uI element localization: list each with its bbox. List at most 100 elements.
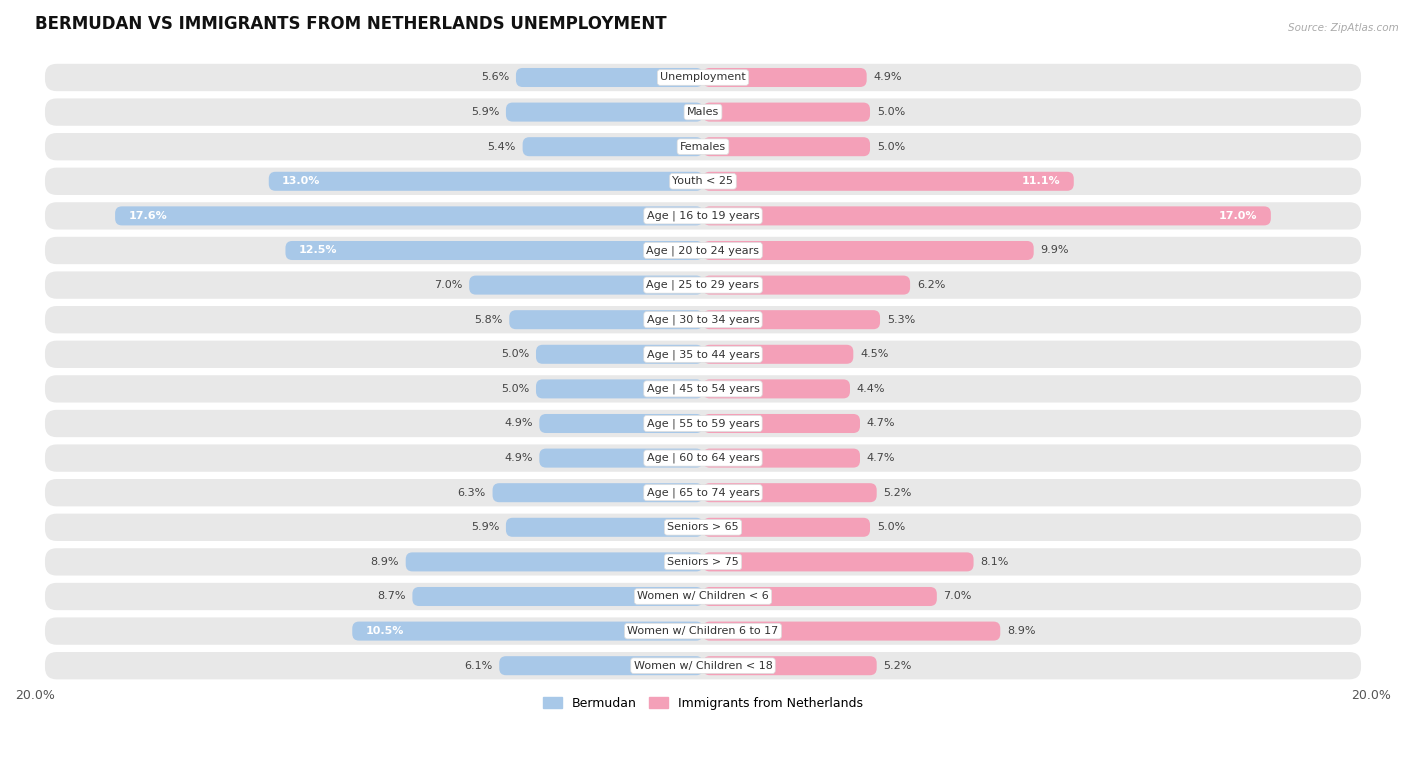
Text: 12.5%: 12.5% [299, 245, 337, 256]
Text: Seniors > 65: Seniors > 65 [668, 522, 738, 532]
Text: Females: Females [681, 142, 725, 151]
FancyBboxPatch shape [412, 587, 703, 606]
FancyBboxPatch shape [516, 68, 703, 87]
FancyBboxPatch shape [703, 656, 877, 675]
FancyBboxPatch shape [45, 341, 1361, 368]
Text: 7.0%: 7.0% [943, 591, 972, 602]
Text: Age | 30 to 34 years: Age | 30 to 34 years [647, 314, 759, 325]
Text: 4.7%: 4.7% [866, 453, 896, 463]
FancyBboxPatch shape [703, 379, 851, 398]
FancyBboxPatch shape [45, 202, 1361, 229]
FancyBboxPatch shape [703, 68, 866, 87]
FancyBboxPatch shape [45, 64, 1361, 91]
Text: 5.3%: 5.3% [887, 315, 915, 325]
Text: Source: ZipAtlas.com: Source: ZipAtlas.com [1288, 23, 1399, 33]
Text: 5.0%: 5.0% [877, 522, 905, 532]
FancyBboxPatch shape [45, 375, 1361, 403]
Text: Women w/ Children < 18: Women w/ Children < 18 [634, 661, 772, 671]
Text: Age | 35 to 44 years: Age | 35 to 44 years [647, 349, 759, 360]
Text: 5.9%: 5.9% [471, 522, 499, 532]
FancyBboxPatch shape [703, 414, 860, 433]
Text: 17.6%: 17.6% [128, 211, 167, 221]
Text: 4.7%: 4.7% [866, 419, 896, 428]
Text: 10.5%: 10.5% [366, 626, 404, 636]
Text: 4.9%: 4.9% [505, 419, 533, 428]
Text: Age | 60 to 64 years: Age | 60 to 64 years [647, 453, 759, 463]
FancyBboxPatch shape [45, 167, 1361, 195]
Text: 5.0%: 5.0% [501, 384, 529, 394]
Text: 8.7%: 8.7% [377, 591, 406, 602]
FancyBboxPatch shape [703, 207, 1271, 226]
Text: Unemployment: Unemployment [661, 73, 745, 83]
FancyBboxPatch shape [45, 583, 1361, 610]
FancyBboxPatch shape [703, 587, 936, 606]
FancyBboxPatch shape [523, 137, 703, 156]
FancyBboxPatch shape [45, 652, 1361, 679]
Legend: Bermudan, Immigrants from Netherlands: Bermudan, Immigrants from Netherlands [538, 692, 868, 715]
FancyBboxPatch shape [703, 344, 853, 364]
FancyBboxPatch shape [470, 276, 703, 294]
FancyBboxPatch shape [703, 553, 973, 572]
Text: 9.9%: 9.9% [1040, 245, 1069, 256]
FancyBboxPatch shape [45, 133, 1361, 160]
Text: 8.9%: 8.9% [1007, 626, 1035, 636]
Text: Males: Males [688, 107, 718, 117]
Text: 5.9%: 5.9% [471, 107, 499, 117]
FancyBboxPatch shape [269, 172, 703, 191]
Text: Age | 16 to 19 years: Age | 16 to 19 years [647, 210, 759, 221]
Text: 5.0%: 5.0% [501, 349, 529, 360]
FancyBboxPatch shape [45, 410, 1361, 437]
FancyBboxPatch shape [540, 414, 703, 433]
Text: 6.3%: 6.3% [457, 488, 486, 497]
FancyBboxPatch shape [703, 172, 1074, 191]
Text: 6.2%: 6.2% [917, 280, 945, 290]
FancyBboxPatch shape [45, 237, 1361, 264]
FancyBboxPatch shape [45, 548, 1361, 575]
FancyBboxPatch shape [540, 449, 703, 468]
Text: 8.9%: 8.9% [371, 557, 399, 567]
FancyBboxPatch shape [45, 514, 1361, 541]
FancyBboxPatch shape [45, 272, 1361, 299]
FancyBboxPatch shape [536, 379, 703, 398]
FancyBboxPatch shape [703, 483, 877, 502]
Text: 5.4%: 5.4% [488, 142, 516, 151]
Text: 5.0%: 5.0% [877, 107, 905, 117]
Text: Age | 65 to 74 years: Age | 65 to 74 years [647, 488, 759, 498]
FancyBboxPatch shape [703, 310, 880, 329]
FancyBboxPatch shape [45, 444, 1361, 472]
Text: Seniors > 75: Seniors > 75 [666, 557, 740, 567]
Text: 11.1%: 11.1% [1022, 176, 1060, 186]
FancyBboxPatch shape [45, 479, 1361, 506]
FancyBboxPatch shape [285, 241, 703, 260]
FancyBboxPatch shape [45, 618, 1361, 645]
FancyBboxPatch shape [45, 306, 1361, 333]
Text: 6.1%: 6.1% [464, 661, 492, 671]
Text: 4.9%: 4.9% [505, 453, 533, 463]
FancyBboxPatch shape [499, 656, 703, 675]
Text: 5.0%: 5.0% [877, 142, 905, 151]
Text: Age | 20 to 24 years: Age | 20 to 24 years [647, 245, 759, 256]
FancyBboxPatch shape [703, 518, 870, 537]
Text: 4.5%: 4.5% [860, 349, 889, 360]
Text: 4.4%: 4.4% [856, 384, 886, 394]
Text: BERMUDAN VS IMMIGRANTS FROM NETHERLANDS UNEMPLOYMENT: BERMUDAN VS IMMIGRANTS FROM NETHERLANDS … [35, 15, 666, 33]
FancyBboxPatch shape [506, 518, 703, 537]
FancyBboxPatch shape [703, 449, 860, 468]
FancyBboxPatch shape [703, 276, 910, 294]
FancyBboxPatch shape [703, 103, 870, 122]
Text: 7.0%: 7.0% [434, 280, 463, 290]
Text: Youth < 25: Youth < 25 [672, 176, 734, 186]
Text: 5.8%: 5.8% [474, 315, 502, 325]
FancyBboxPatch shape [506, 103, 703, 122]
Text: 5.2%: 5.2% [883, 488, 911, 497]
Text: 8.1%: 8.1% [980, 557, 1008, 567]
Text: 5.6%: 5.6% [481, 73, 509, 83]
Text: 4.9%: 4.9% [873, 73, 901, 83]
Text: Age | 45 to 54 years: Age | 45 to 54 years [647, 384, 759, 394]
Text: Age | 25 to 29 years: Age | 25 to 29 years [647, 280, 759, 291]
FancyBboxPatch shape [492, 483, 703, 502]
FancyBboxPatch shape [353, 621, 703, 640]
FancyBboxPatch shape [703, 137, 870, 156]
FancyBboxPatch shape [536, 344, 703, 364]
FancyBboxPatch shape [45, 98, 1361, 126]
